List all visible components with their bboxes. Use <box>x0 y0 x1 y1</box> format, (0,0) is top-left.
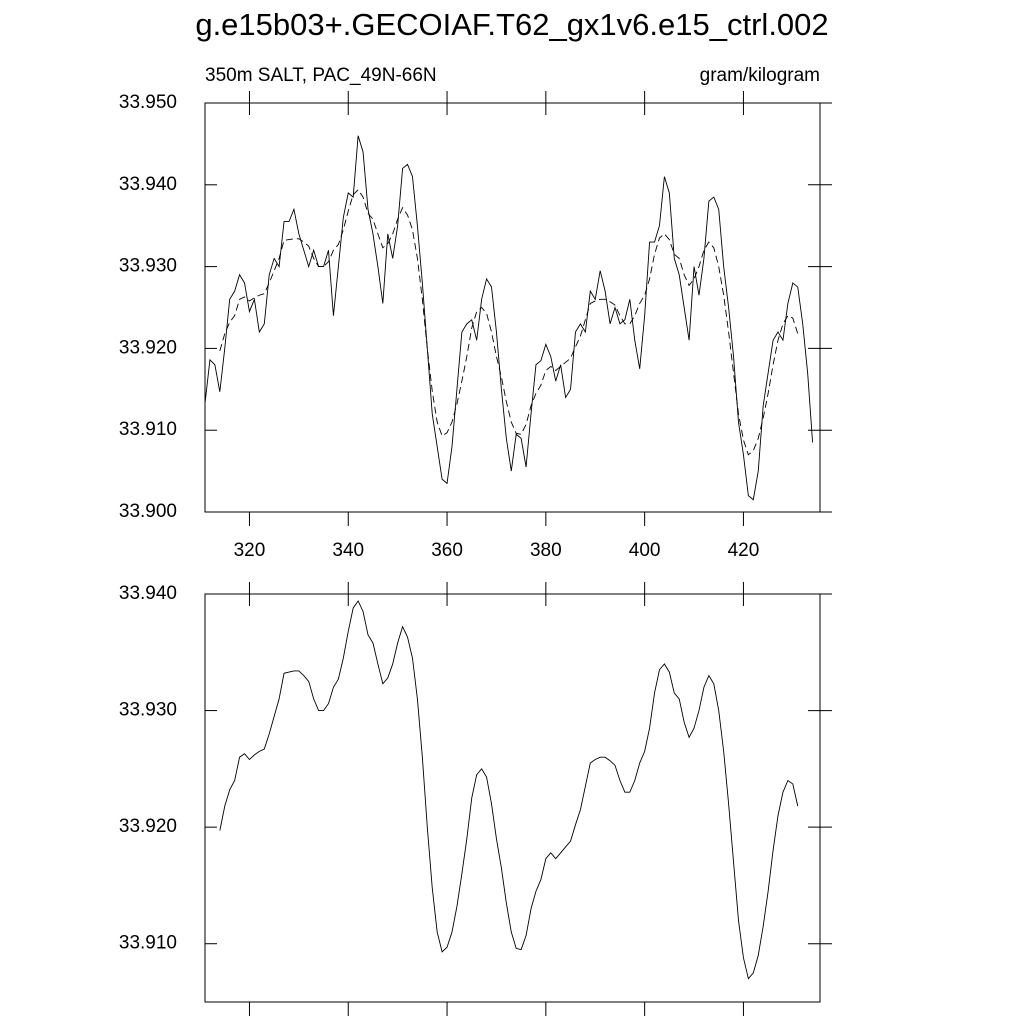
x-tick-label: 320 <box>234 540 266 561</box>
y-tick-label: 33.930 <box>119 256 177 277</box>
y-tick-label: 33.940 <box>119 583 177 604</box>
left-string: 350m SALT, PAC_49N-66N <box>205 65 437 86</box>
right-string: gram/kilogram <box>700 65 820 86</box>
y-tick-label: 33.920 <box>119 337 177 358</box>
y-tick-label: 33.900 <box>119 501 177 522</box>
plot-frame <box>204 593 821 1003</box>
data-line <box>204 135 814 501</box>
x-tick-label: 340 <box>332 540 364 561</box>
plot-frame <box>204 102 821 513</box>
y-tick-label: 33.930 <box>119 700 177 721</box>
x-tick-label: 420 <box>728 540 760 561</box>
y-tick-label: 33.910 <box>119 419 177 440</box>
y-tick-label: 33.950 <box>119 92 177 113</box>
chart-title: g.e15b03+.GECOIAF.T62_gx1v6.e15_ctrl.002 <box>195 7 828 42</box>
y-tick-label: 33.910 <box>119 933 177 954</box>
data-line <box>219 600 799 980</box>
y-tick-label: 33.920 <box>119 816 177 837</box>
x-tick-label: 360 <box>431 540 463 561</box>
y-tick-label: 33.940 <box>119 174 177 195</box>
x-tick-label: 380 <box>530 540 562 561</box>
data-line <box>219 189 799 456</box>
x-tick-label: 400 <box>629 540 661 561</box>
